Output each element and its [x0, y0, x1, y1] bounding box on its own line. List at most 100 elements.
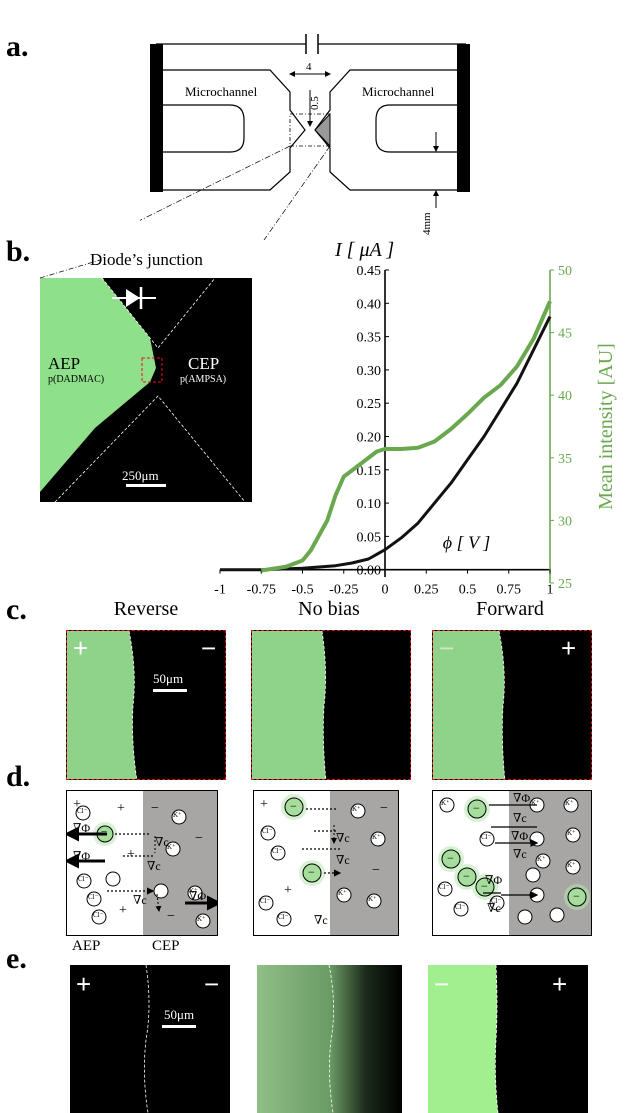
grad-c-label: ∇c — [513, 811, 527, 825]
image-e-reverse: + − 50μm — [70, 965, 230, 1113]
plus-sign: + — [260, 797, 268, 812]
x-tick-label: 0.75 — [497, 583, 522, 598]
iv-chart: 0.00 0.05 0.10 0.15 0.20 0.25 0.30 0.35 0.40 0.45… — [214, 239, 617, 598]
grad-c-label: ∇c — [487, 901, 501, 915]
heading-nobias: No bias — [298, 598, 360, 620]
scale-bar — [153, 689, 187, 692]
plus-sign: + — [284, 883, 292, 898]
scheme-reverse-art — [67, 805, 217, 929]
image-e-nobias — [257, 965, 402, 1113]
y-tick-label: 0.35 — [357, 331, 382, 346]
minus-ion: − — [290, 799, 297, 813]
minus-ion: − — [573, 889, 580, 903]
image-reverse: + − 50μm — [66, 630, 226, 780]
y2-tick-label: 50 — [558, 264, 572, 279]
y-tick-label: 0.30 — [357, 364, 382, 379]
cl-ion: Cl⁻ — [491, 897, 502, 905]
minus-ion: − — [481, 879, 488, 893]
k-ion: K⁺ — [352, 805, 361, 813]
cl-ion: Cl⁻ — [88, 893, 99, 901]
y-tick-label: 0.05 — [357, 530, 382, 545]
y-tick-label: 0.10 — [357, 497, 382, 512]
y2-tick-label: 25 — [558, 577, 572, 592]
cep-label-d: CEP — [152, 938, 180, 954]
minus-sign: − — [372, 863, 380, 878]
grad-c-label: ∇c — [147, 859, 161, 873]
heading-forward: Forward — [476, 598, 544, 620]
cl-ion: Cl⁻ — [439, 883, 450, 891]
x-tick-label: -0.5 — [291, 583, 313, 598]
minus-sign: − — [204, 969, 220, 999]
dim-width-label: 4 — [306, 61, 312, 73]
k-ion: K⁺ — [368, 895, 377, 903]
k-ion: K⁺ — [567, 861, 576, 869]
k-ion: K⁺ — [567, 829, 576, 837]
grad-c-label: ∇c — [513, 847, 527, 861]
cl-ion: Cl⁻ — [78, 875, 89, 883]
grad-phi-label: ∇Φ — [511, 829, 529, 843]
panel-d-label: d. — [6, 760, 31, 793]
plus-sign: + — [76, 969, 92, 999]
plus-sign: + — [552, 969, 568, 999]
x-tick-label: -0.25 — [329, 583, 358, 598]
minus-sign: − — [151, 801, 159, 816]
minus-ion: − — [308, 865, 315, 879]
heading-reverse: Reverse — [113, 598, 179, 620]
plus-sign: + — [117, 801, 125, 816]
cl-ion: Cl⁻ — [77, 807, 88, 815]
scale-label: 250μm — [122, 468, 159, 483]
panel-c-label: c. — [6, 593, 27, 626]
scheme-nobias: − − Cl⁻ Cl⁻ Cl⁻ Cl⁻ K⁺ K⁺ K⁺ K⁺ ∇c ∇c ∇c… — [253, 790, 399, 936]
y2-tick-label: 30 — [558, 514, 572, 529]
minus-sign: − — [201, 633, 217, 663]
x-tick-label: 0.25 — [414, 583, 439, 598]
x-axis-title: ϕ [ V ] — [443, 532, 491, 552]
diode-icon — [112, 287, 156, 309]
minus-ion: − — [463, 869, 470, 883]
k-ion: K⁺ — [537, 855, 546, 863]
k-ion: K⁺ — [197, 915, 206, 923]
cl-ion: Cl⁻ — [481, 833, 492, 841]
image-e-forward: − + — [428, 965, 588, 1113]
aep-sub: p(DADMAC) — [48, 374, 105, 385]
scheme-nobias-art — [258, 794, 386, 927]
device-schematic: Microchannel Microchannel 4 0.5 4mm — [140, 34, 470, 240]
cl-ion: Cl⁻ — [262, 827, 273, 835]
junction-micrograph: AEP p(DADMAC) CEP p(AMPSA) 250μm — [40, 278, 252, 502]
aep-label: AEP — [48, 354, 81, 373]
y-tick-label: 0.00 — [357, 564, 382, 579]
scheme-forward-art — [437, 796, 590, 925]
plus-sign: + — [73, 633, 89, 663]
y2-tick-label: 35 — [558, 452, 572, 467]
y-tick-label: 0.15 — [357, 464, 382, 479]
k-ion: K⁺ — [372, 833, 381, 841]
k-ion: K⁺ — [189, 887, 198, 895]
panel-a-label: a. — [6, 30, 29, 63]
minus-sign: − — [195, 831, 203, 846]
x-tick-label: -0.75 — [247, 583, 276, 598]
grad-c-label: ∇c — [155, 835, 169, 849]
cl-ion: Cl⁻ — [272, 847, 283, 855]
cl-ion: Cl⁻ — [260, 897, 271, 905]
minus-sign: − — [434, 969, 450, 999]
y-tick-label: 0.25 — [357, 397, 382, 412]
left-channel-label: Microchannel — [185, 84, 258, 99]
left-electrode — [150, 44, 163, 192]
cl-ion: Cl⁻ — [93, 911, 104, 919]
x-tick-label: -1 — [214, 583, 226, 598]
grad-phi-label: ∇Φ — [189, 889, 207, 903]
k-ion: K⁺ — [338, 889, 347, 897]
dim-height-label: 4mm — [421, 212, 433, 235]
grad-phi-label: ∇Φ — [73, 821, 91, 835]
grad-phi-label: ∇Φ — [73, 849, 91, 863]
minus-ion: − — [101, 826, 108, 838]
y-axis-title: I [ μA ] — [334, 239, 394, 261]
y-tick-label: 0.20 — [357, 430, 382, 445]
k-ion: K⁺ — [565, 799, 574, 807]
minus-sign: − — [167, 909, 175, 924]
grad-c-label: ∇c — [336, 831, 350, 845]
scale-label: 50μm — [164, 1007, 195, 1022]
x-tick-label: 0.5 — [459, 583, 477, 598]
plus-sign: + — [119, 903, 127, 918]
grad-c-label: ∇c — [133, 893, 147, 907]
